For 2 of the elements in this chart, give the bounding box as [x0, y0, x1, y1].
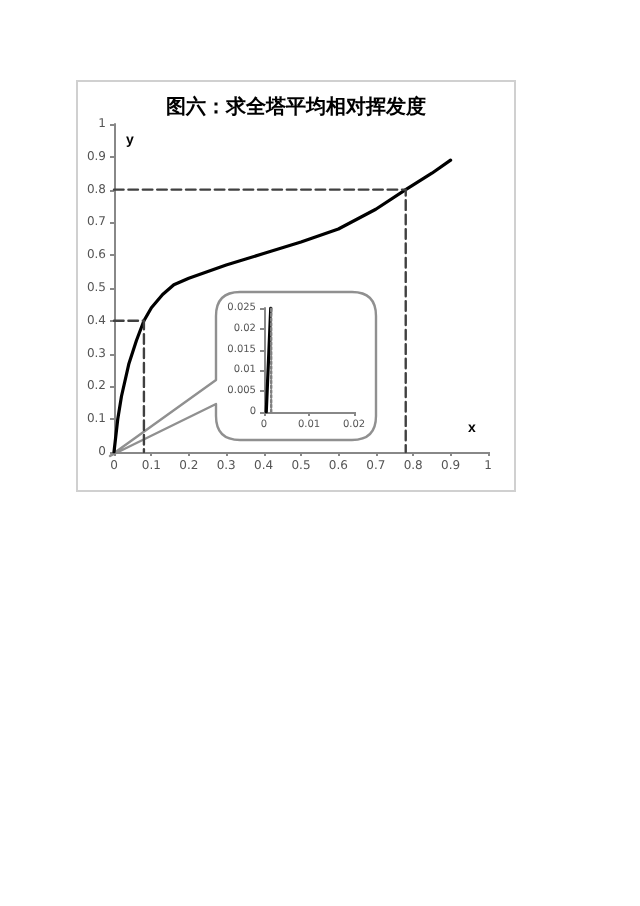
- chart-title: 图六：求全塔平均相对挥发度: [166, 95, 426, 119]
- line-series: [112, 158, 453, 454]
